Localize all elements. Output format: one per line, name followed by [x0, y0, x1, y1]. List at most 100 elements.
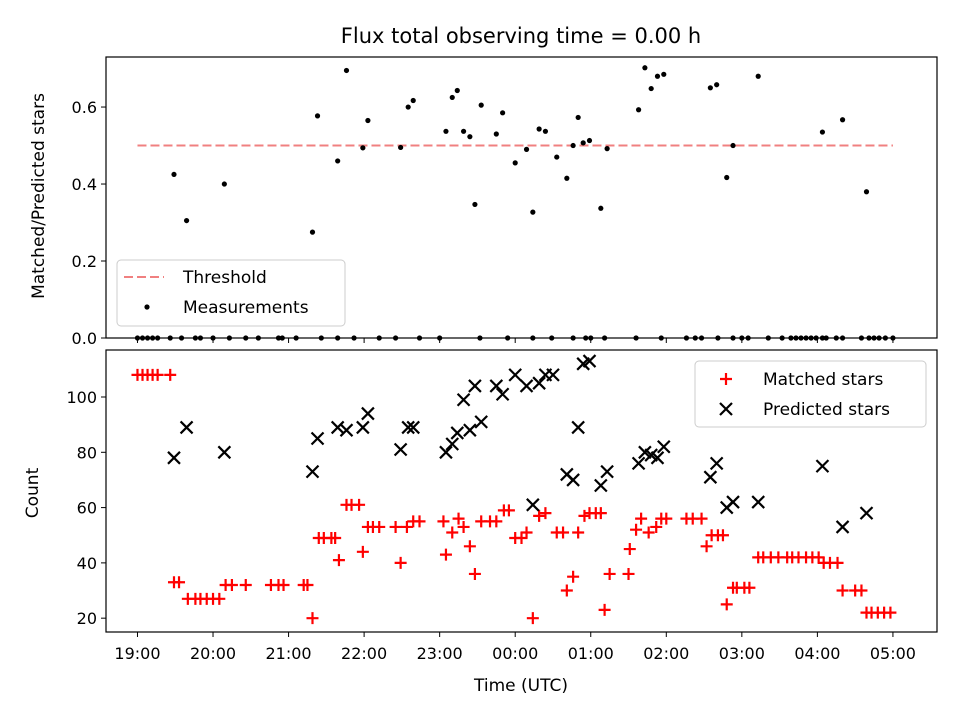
measurement-point [314, 113, 321, 119]
measurement-point [642, 65, 648, 71]
matched-point [660, 512, 673, 525]
bottom-xtick-label: 20:00 [190, 644, 236, 663]
legend-label-measurements: Measurements [183, 298, 309, 318]
matched-point [446, 526, 459, 539]
predicted-point [709, 456, 724, 471]
predicted-point [339, 423, 354, 437]
measurement-point [454, 87, 460, 94]
bottom-ytick-label: 40 [77, 554, 97, 573]
predicted-point [566, 473, 580, 487]
top-ylabel: Matched/Predicted stars [29, 93, 49, 299]
predicted-point [532, 376, 546, 390]
matched-point [463, 540, 476, 553]
matched-point [353, 498, 366, 511]
matched-point [716, 529, 729, 542]
matched-point [373, 520, 386, 533]
measurement-point [575, 114, 581, 121]
bottom-xtick-label: 00:00 [492, 644, 538, 663]
matched-point [635, 512, 648, 525]
matched-point [439, 548, 452, 561]
bottom-xtick-label: 02:00 [643, 644, 689, 663]
predicted-point [474, 415, 488, 429]
measurement-point [493, 131, 499, 137]
matched-point [356, 545, 369, 558]
matched-point [539, 507, 552, 520]
matched-point [400, 520, 413, 533]
measurement-point [472, 201, 478, 208]
bottom-axes-frame [105, 349, 938, 633]
top-ytick-label: 0.4 [72, 175, 97, 194]
matched-point [394, 556, 407, 569]
legend-label-matched: Matched stars [763, 370, 883, 390]
matched-point [329, 532, 342, 544]
legend-label-threshold: Threshold [182, 268, 267, 288]
predicted-point [406, 420, 420, 435]
matched-point [622, 567, 635, 580]
predicted-point [361, 406, 375, 421]
measurement-point [598, 205, 604, 211]
matched-point [502, 504, 515, 517]
matched-point [239, 579, 252, 591]
chart-title: Flux total observing time = 0.00 h [341, 24, 701, 48]
matched-point [332, 554, 345, 567]
bottom-legend-box [694, 360, 927, 428]
measurement-point [819, 129, 826, 135]
matched-point [490, 515, 503, 528]
matched-point [594, 507, 607, 520]
predicted-point [656, 439, 671, 454]
measurement-point [570, 142, 576, 149]
measurement-point [530, 209, 536, 215]
top-ytick-label: 0.0 [72, 329, 97, 348]
measurement-point [586, 137, 593, 144]
matched-point [173, 576, 186, 589]
matched-legend-swatch [720, 373, 732, 385]
predicted-point [330, 420, 345, 435]
matched-point [836, 584, 849, 597]
legend-label-predicted: Predicted stars [763, 400, 890, 420]
matched-point [855, 584, 868, 597]
measurement-point [648, 85, 654, 92]
top-axes-frame [105, 56, 938, 339]
predicted-point [401, 420, 415, 435]
matched-point [225, 579, 238, 591]
predicted-point [519, 379, 534, 393]
bottom-xtick-label: 23:00 [417, 644, 463, 663]
bottom-xlabel: Time (UTC) [473, 676, 568, 696]
bottom-xtick-label: 05:00 [870, 644, 916, 663]
predicted-point [835, 520, 850, 534]
predicted-point [815, 459, 830, 473]
measurement-point [335, 158, 341, 164]
predicted-point [859, 506, 874, 520]
matched-point [560, 584, 573, 597]
measurement-point [500, 110, 506, 116]
predicted-point [489, 379, 504, 393]
matched-point [533, 509, 546, 522]
predicted-point [594, 478, 608, 493]
bottom-ytick-label: 60 [77, 499, 97, 518]
matched-point [520, 526, 533, 539]
bottom-xtick-label: 21:00 [266, 644, 312, 663]
measurement-point [839, 117, 846, 123]
matched-point [457, 520, 470, 533]
predicted-point [463, 423, 477, 437]
measurement-point [554, 154, 560, 160]
measurements-legend-swatch [144, 304, 150, 310]
matched-point [884, 606, 897, 619]
matched-point [695, 512, 708, 525]
predicted-point [600, 464, 614, 479]
predicted-point [582, 354, 597, 368]
measurement-point [661, 71, 667, 77]
predicted-point [526, 498, 540, 512]
predicted-point [393, 442, 408, 457]
predicted-point [631, 456, 646, 471]
predicted-point [305, 464, 320, 479]
predicted-point [456, 392, 471, 407]
predicted-point [546, 368, 560, 382]
matched-point [213, 592, 226, 605]
measurement-point [478, 102, 484, 108]
measurement-point [398, 144, 404, 151]
matched-point [598, 603, 611, 616]
predicted-point [179, 420, 194, 435]
matched-point [151, 368, 164, 381]
top-legend: Threshold Measurements [116, 259, 346, 327]
